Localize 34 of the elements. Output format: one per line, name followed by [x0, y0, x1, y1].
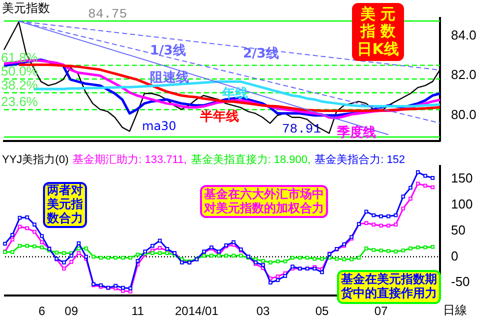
y-tick-label: 82.0: [451, 67, 476, 82]
x-axis-title: 日線: [443, 302, 467, 319]
y-tick-label: 50: [451, 222, 466, 238]
series-label: 半年线: [199, 109, 239, 124]
x-tick-label: 6: [38, 304, 46, 318]
annotation: 23.6%: [1, 94, 38, 110]
x-tick-label: 11: [131, 304, 144, 318]
annotation: 基金在美元指数期货中的直接作用力: [337, 270, 441, 304]
x-tick-label: 05: [315, 304, 330, 318]
series-label: 1/3线: [150, 43, 186, 58]
y-tick-label: 150: [451, 170, 473, 186]
annotation: 基金在六大外汇市场中对美元指数的加权合力: [200, 185, 328, 218]
x-tick-label: 03: [256, 304, 270, 318]
annotation: 38.2%: [1, 77, 38, 92]
series-label: ma30: [142, 119, 176, 134]
annotation: 美 元指 数日K线: [352, 3, 404, 61]
chart-title: 美元指数: [2, 1, 50, 15]
x-tick-label: 09: [64, 304, 78, 318]
series-label: 基金美指合力: 152: [314, 154, 406, 166]
text: 基金美指直接力: 18.900,: [190, 154, 311, 166]
annotation: 两者对美元指数合力: [43, 182, 87, 228]
chart-title: YYJ美指力(0): [2, 154, 69, 166]
annotation: 78.91: [282, 121, 322, 136]
y-tick-label: 84.0: [451, 27, 476, 42]
series-label: 2/3线: [243, 46, 279, 62]
annotation: 84.75: [88, 6, 128, 22]
x-tick-label: 2014/01: [175, 304, 219, 318]
series-label: 季度线: [336, 124, 376, 140]
y-tick-label: 0: [451, 248, 458, 264]
y-tick-label: 80.0: [451, 106, 476, 122]
text: 基金期汇助力: 133.711,: [72, 154, 187, 166]
y-tick-label: -50: [451, 274, 470, 290]
x-tick-label: 07: [374, 304, 388, 318]
y-tick-label: 100: [451, 196, 473, 212]
